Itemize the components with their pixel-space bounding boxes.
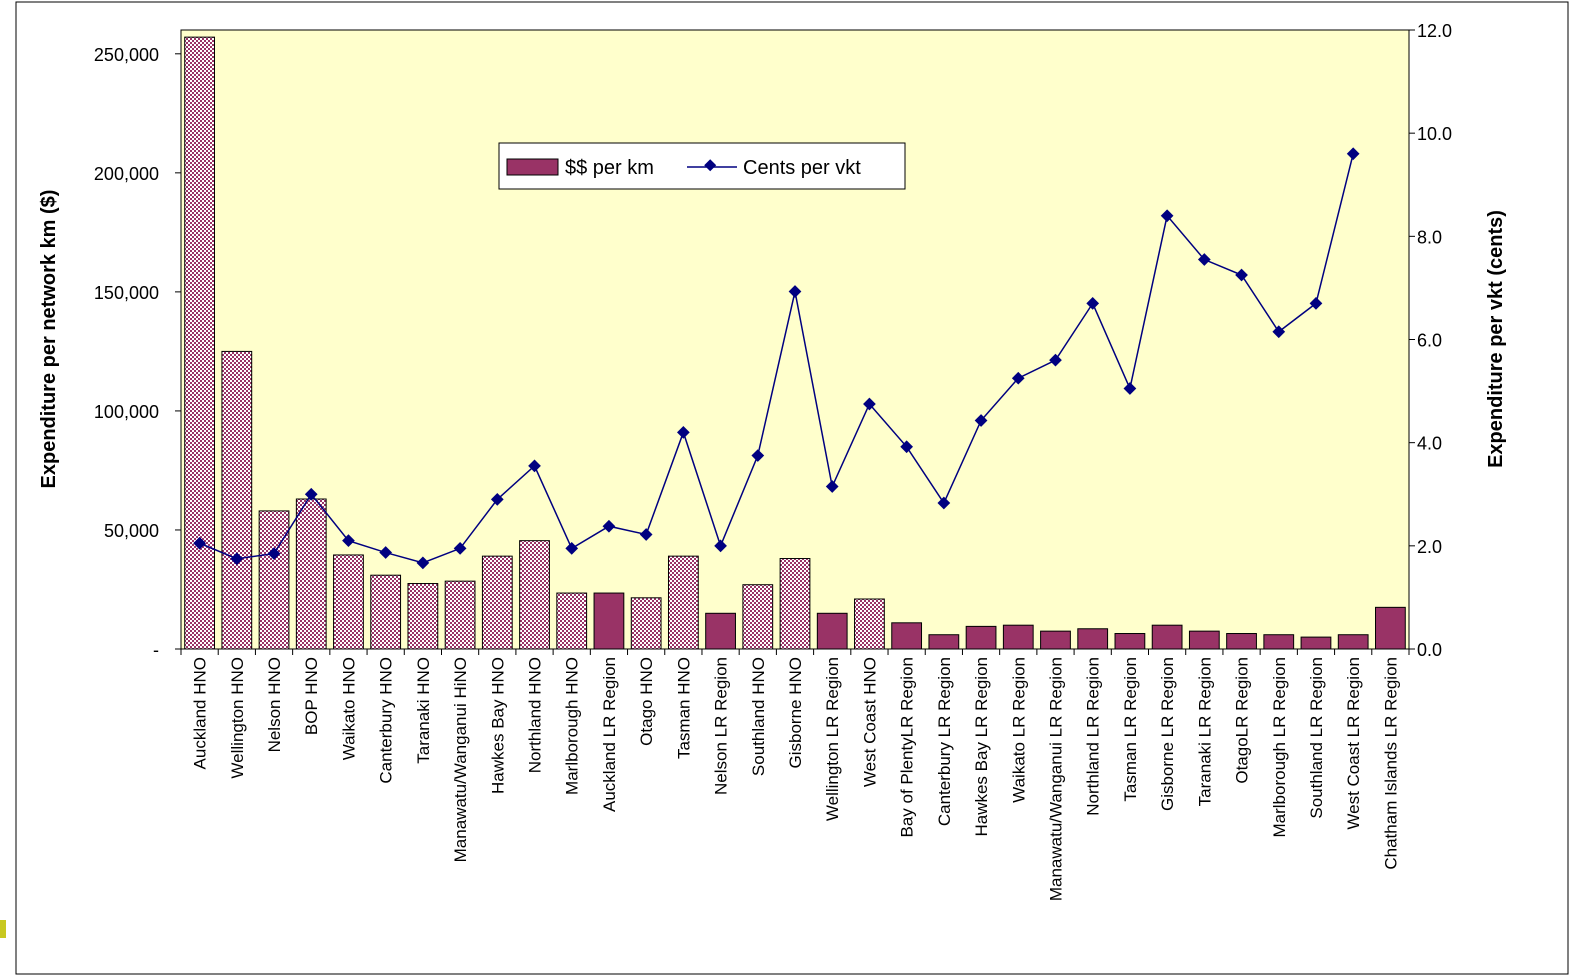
- line-marker: [490, 493, 504, 506]
- bar: [370, 574, 402, 650]
- bar: [816, 612, 848, 650]
- x-tick-label: Manawatu/Wanganui LR Region: [1046, 657, 1065, 901]
- accent-mark: [0, 920, 6, 938]
- bar: [705, 612, 736, 650]
- x-tick-label: Bay of PlentyLR Region: [898, 657, 917, 838]
- bar: [593, 592, 625, 650]
- y2-tick-label: 12.0: [1417, 21, 1452, 41]
- y-tick-label: 250,000: [94, 45, 159, 65]
- y2-tick-label: 8.0: [1417, 227, 1442, 247]
- y-tick-label: 200,000: [94, 164, 159, 184]
- bar: [779, 558, 811, 650]
- plot-area: [180, 29, 1410, 650]
- y-tick-label: 150,000: [94, 283, 159, 303]
- bar: [556, 592, 588, 650]
- x-tick-label: Nelson HNO: [265, 657, 284, 752]
- x-tick-label: Northland HNO: [526, 657, 545, 773]
- y2-tick-label: 6.0: [1417, 331, 1442, 351]
- y2-tick-label: 2.0: [1417, 537, 1442, 557]
- y2-axis-title: Expenditure per vkt (cents): [1485, 210, 1507, 468]
- bar: [1040, 630, 1071, 650]
- x-tick-label: Marlborough HNO: [563, 657, 582, 795]
- x-tick-label: Wellington HNO: [228, 657, 247, 779]
- legend-label-bars: $$ per km: [565, 157, 654, 179]
- bar: [407, 583, 439, 650]
- bar: [965, 625, 997, 650]
- x-tick-label: Hawkes Bay LR Region: [972, 657, 991, 837]
- legend-label-line: Cents per vkt: [743, 157, 861, 179]
- bar: [333, 554, 364, 650]
- bar: [928, 634, 960, 650]
- y-tick-label: 100,000: [94, 402, 159, 422]
- bar: [481, 555, 513, 650]
- bar: [444, 580, 476, 650]
- legend-swatch-bars: [506, 158, 559, 176]
- x-tick-label: OtagoLR Region: [1233, 657, 1252, 784]
- x-tick-label: Gisborne HNO: [786, 657, 805, 768]
- bar: [1337, 634, 1369, 650]
- x-tick-label: Manawatu/Wanganui HiNO: [451, 657, 470, 862]
- y2-tick-label: 4.0: [1417, 434, 1442, 454]
- x-tick-label: Marlborough LR Region: [1270, 657, 1289, 838]
- x-tick-label: Wellington LR Region: [823, 657, 842, 821]
- bar: [742, 584, 774, 650]
- x-tick-label: Otago HNO: [637, 657, 656, 746]
- bar: [184, 36, 215, 650]
- x-tick-label: Southland HNO: [749, 657, 768, 776]
- x-tick-label: Taranaki LR Region: [1195, 657, 1214, 806]
- line-marker: [304, 487, 318, 501]
- y-axis-title: Expenditure per network km ($): [38, 190, 60, 489]
- y-tick-label: -: [153, 640, 159, 660]
- bar: [1300, 636, 1332, 650]
- bar: [891, 622, 923, 650]
- x-tick-label: West Coast LR Region: [1344, 657, 1363, 830]
- x-tick-label: Tasman LR Region: [1121, 657, 1140, 802]
- x-tick-label: Waikato LR Region: [1009, 657, 1028, 803]
- x-tick-label: Auckland HNO: [191, 657, 210, 769]
- x-tick-label: Waikato HNO: [339, 657, 358, 760]
- x-tick-label: Canterbury LR Region: [935, 657, 954, 826]
- x-tick-label: Chatham Islands LR Region: [1381, 657, 1400, 870]
- bar: [1375, 606, 1406, 650]
- bar: [295, 498, 327, 650]
- bar: [1188, 630, 1220, 650]
- bar: [258, 510, 290, 650]
- x-tick-label: Hawkes Bay HNO: [488, 657, 507, 794]
- bar: [1002, 624, 1034, 650]
- x-tick-label: Gisborne LR Region: [1158, 657, 1177, 811]
- x-tick-label: Canterbury HNO: [377, 657, 396, 784]
- series-line-cents-per-vkt: [199, 153, 1354, 564]
- x-tick-label: Taranaki HNO: [414, 657, 433, 764]
- x-tick-label: Northland LR Region: [1084, 657, 1103, 816]
- bar: [221, 350, 253, 650]
- bar: [1114, 633, 1146, 650]
- bar: [1151, 624, 1183, 650]
- bar: [630, 597, 662, 650]
- y-tick-label: 50,000: [104, 521, 159, 541]
- bar: [1077, 628, 1109, 650]
- y2-tick-label: 10.0: [1417, 124, 1452, 144]
- x-tick-label: Auckland LR Region: [600, 657, 619, 812]
- legend-swatch-marker: [704, 159, 717, 172]
- bar: [667, 555, 699, 650]
- legend-box: [498, 142, 906, 190]
- y2-tick-label: 0.0: [1417, 640, 1442, 660]
- x-tick-label: Tasman HNO: [674, 657, 693, 759]
- legend: $$ per km Cents per vkt: [498, 142, 906, 190]
- x-tick-label: Nelson LR Region: [712, 657, 731, 795]
- bar: [854, 598, 885, 650]
- bar: [1263, 634, 1295, 650]
- ticks-layer: - 50,000 100,000 150,000 200,000 250,000 0.0 2.…: [94, 21, 1452, 901]
- x-tick-label: West Coast HNO: [860, 657, 879, 787]
- x-tick-label: BOP HNO: [302, 657, 321, 735]
- bars-layer: [184, 36, 1406, 650]
- bar: [1226, 633, 1257, 650]
- bar: [519, 540, 550, 650]
- x-tick-label: Southland LR Region: [1307, 657, 1326, 819]
